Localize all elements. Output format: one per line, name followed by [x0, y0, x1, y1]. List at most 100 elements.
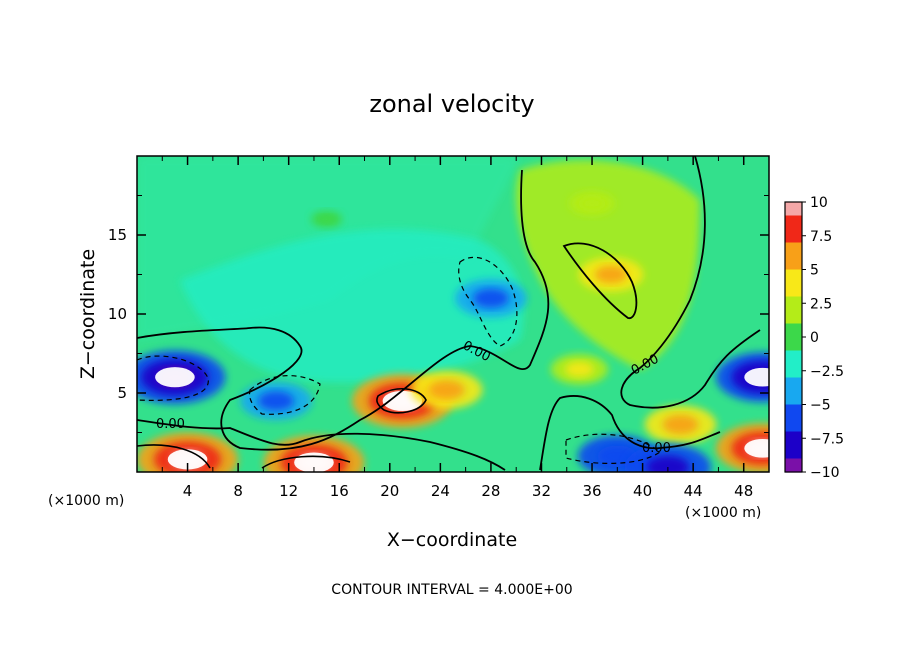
colorbar-swatch: [785, 235, 802, 244]
positive-contours: [137, 388, 427, 469]
x-tick-label: 44: [684, 482, 703, 500]
colorbar-swatch: [785, 208, 802, 217]
colorbar-swatch: [785, 222, 802, 230]
x-tick-label: 8: [233, 482, 243, 500]
colorbar-tick-label: 7.5: [810, 229, 832, 245]
contour-positive-blob: [376, 388, 427, 414]
dashed-contour-mid: [248, 375, 321, 415]
colorbar-swatch: [785, 316, 802, 325]
colorbar-swatch: [785, 296, 802, 304]
contour-main: [137, 169, 550, 451]
y-tick-label: 5: [117, 384, 127, 402]
colorbar-swatch: [785, 364, 802, 372]
colorbar-tick-label: 5: [810, 263, 819, 279]
colorbar-swatch: [785, 330, 802, 338]
y-tick-label: 10: [108, 305, 127, 323]
x-tick-label: 48: [734, 482, 753, 500]
colorbar-swatch: [785, 451, 802, 460]
x-tick-label: 12: [279, 482, 298, 500]
colorbar-swatch: [785, 384, 802, 392]
colorbar-swatch: [785, 357, 802, 365]
contour-lower: [137, 419, 506, 471]
field-feature: [594, 265, 628, 284]
x-axis: 4 8 12 16 20 24 28 32 36 40 44 48: [161, 156, 753, 500]
colorbar-swatch: [785, 215, 802, 223]
contour-positive-bottom: [261, 455, 351, 469]
colorbar-swatch: [785, 242, 802, 250]
colorbar-swatch: [785, 404, 802, 412]
field-feature: [662, 415, 699, 435]
colorbar-swatch: [785, 229, 802, 237]
colorbar-swatch: [785, 262, 802, 271]
field-feature-core: [744, 367, 769, 387]
field-feature: [565, 361, 594, 377]
colorbar: 10 7.5 5 2.5 0 −2.5 −5 −7.5 −10: [784, 195, 844, 481]
colorbar-swatch: [785, 276, 802, 284]
colorbar-swatch: [785, 303, 802, 311]
x-tick-label: 4: [183, 482, 193, 500]
field-feature: [428, 380, 465, 400]
colorbar-swatch: [785, 391, 802, 399]
colorbar-tick-label: 10: [810, 195, 828, 211]
field-feature-core: [167, 449, 208, 470]
x-tick-label: 20: [380, 482, 399, 500]
colorbar-tick-label: 0: [810, 330, 819, 346]
field-feature: [258, 391, 294, 411]
x-axis-label: X−coordinate: [387, 529, 517, 551]
x-tick-label: 32: [532, 482, 551, 500]
colorbar-swatch: [785, 445, 802, 453]
contour-interval-label: CONTOUR INTERVAL = 4.000E+00: [331, 582, 572, 598]
colorbar-swatch: [785, 256, 802, 264]
colorbar-swatch: [785, 458, 802, 466]
colorbar-swatch: [785, 289, 802, 298]
colorbar-swatch: [785, 310, 802, 318]
contour-yellow: [562, 242, 638, 319]
negative-contours: [137, 256, 662, 464]
contour-label: 0.00: [156, 417, 185, 432]
x-unit-right: (×1000 m): [685, 505, 761, 521]
contour-right: [620, 156, 761, 409]
colorbar-swatch: [785, 397, 802, 406]
colorbar-swatch: [785, 411, 802, 419]
y-axis-label: Z−coordinate: [77, 249, 99, 379]
colorbar-tick-label: 2.5: [810, 296, 832, 312]
field-feature: [473, 288, 509, 308]
colorbar-swatch: [785, 377, 802, 385]
colorbar-tick-label: −10: [810, 465, 840, 481]
x-tick-label: 16: [330, 482, 349, 500]
field-features: [137, 191, 769, 472]
dashed-contour-upper: [458, 256, 518, 347]
x-tick-label: 40: [633, 482, 652, 500]
colorbar-swatch: [785, 438, 802, 446]
velocity-field: [137, 156, 769, 472]
y-tick-label: 15: [108, 226, 127, 244]
colorbar-tick-label: −5: [810, 398, 831, 414]
x-tick-label: 24: [431, 482, 450, 500]
colorbar-swatch: [785, 370, 802, 379]
x-tick-label: 36: [582, 482, 601, 500]
field-feature-core: [744, 438, 769, 458]
y-axis: 5 10 15: [108, 195, 769, 433]
colorbar-swatch: [785, 424, 802, 433]
x-unit-left: (×1000 m): [48, 493, 124, 509]
contour-label: 0.00: [642, 441, 671, 456]
field-feature: [580, 197, 604, 210]
contour-bottom-right: [539, 395, 721, 471]
colorbar-swatch: [785, 465, 802, 473]
colorbar-swatch: [785, 337, 802, 345]
contour-positive-left: [137, 444, 211, 469]
field-feature-core: [382, 390, 423, 411]
x-tick-label: 28: [481, 482, 500, 500]
colorbar-swatch: [785, 343, 802, 352]
field-feature: [318, 214, 335, 224]
colorbar-swatch: [785, 323, 802, 331]
zero-contours: [137, 156, 761, 471]
field-feature-core: [155, 367, 195, 388]
colorbar-tick-label: −2.5: [810, 364, 844, 380]
colorbar-swatch: [785, 350, 802, 358]
colorbar-tick-label: −7.5: [810, 431, 844, 447]
field-feature: [646, 455, 690, 472]
colorbar-swatch: [785, 431, 802, 439]
colorbar-swatch: [785, 283, 802, 291]
